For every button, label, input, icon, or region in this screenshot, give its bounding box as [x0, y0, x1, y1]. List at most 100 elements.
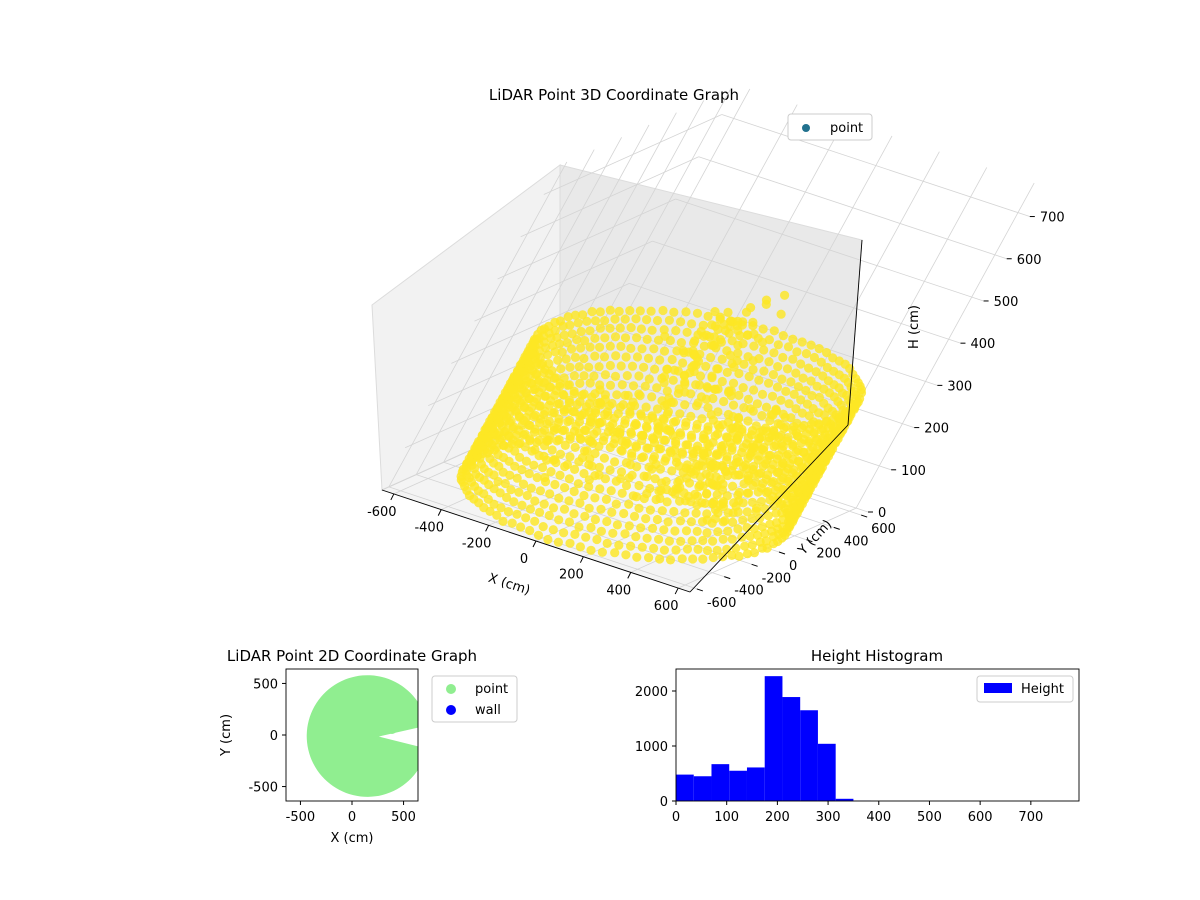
y-tick [696, 588, 704, 592]
data-point-3d [728, 508, 738, 518]
data-point-3d [749, 443, 759, 453]
data-point-3d [550, 479, 560, 490]
data-point-3d [780, 290, 790, 300]
data-point-3d [555, 449, 566, 459]
x-tick [390, 493, 395, 501]
data-point-3d [743, 433, 753, 443]
data-point-3d [526, 483, 536, 493]
data-point-3d [713, 324, 723, 334]
data-point-3d [559, 405, 569, 415]
data-point-3d [752, 399, 763, 409]
data-point-3d [797, 408, 808, 418]
data-point-3d [748, 356, 758, 366]
data-point-3d [663, 517, 673, 527]
data-point-3d [682, 460, 693, 470]
data-point-3d [648, 433, 658, 443]
data-point-3d [754, 433, 764, 444]
data-point-3d [632, 352, 643, 362]
data-point-3d [727, 442, 737, 453]
z-tick-label: 0 [878, 506, 886, 521]
data-point-3d [611, 351, 621, 361]
data-point-3d [537, 428, 547, 438]
x-tick-label-hist: 100 [714, 810, 739, 825]
histogram-bar [746, 767, 765, 801]
data-point-3d [734, 368, 744, 379]
data-point-3d [706, 410, 716, 420]
data-point-3d [580, 336, 590, 346]
data-point-3d [626, 541, 636, 551]
histogram-bar [817, 743, 836, 801]
data-point-3d [711, 450, 721, 460]
data-point-3d [548, 503, 559, 513]
data-point-3d [675, 409, 685, 419]
data-point-3d [797, 337, 807, 347]
x-tick [485, 525, 490, 532]
data-point-3d [532, 437, 542, 447]
y-tick-label-hist: 0 [660, 795, 668, 810]
data-point-3d [692, 526, 702, 537]
chart-height-histogram: Height Histogram 0 100 200 300 400 500 600 7000… [635, 647, 1080, 825]
data-point-3d [561, 354, 571, 364]
data-point-3d [659, 378, 669, 388]
data-point-3d [518, 479, 529, 489]
data-point-3d [686, 517, 697, 527]
data-point-3d [596, 504, 606, 514]
data-point-3d [757, 337, 768, 347]
data-point-3d [687, 319, 697, 329]
data-point-3d [783, 433, 793, 443]
data-point-3d [695, 380, 705, 390]
data-point-3d [559, 504, 570, 514]
data-point-3d [749, 329, 759, 339]
data-point-3d [681, 440, 691, 450]
data-point-3d [669, 506, 679, 517]
data-point-3d [649, 344, 659, 354]
data-point-3d [776, 309, 786, 319]
data-point-3d [655, 554, 665, 564]
data-point-3d [496, 503, 506, 513]
data-point-3d [506, 485, 516, 495]
data-point-3d [768, 370, 779, 380]
data-point-3d [605, 465, 615, 475]
data-point-3d [574, 362, 584, 372]
z-tick-label: 700 [1040, 211, 1065, 226]
data-point-3d [527, 446, 537, 456]
data-point-3d [631, 532, 641, 542]
data-point-3d [626, 427, 636, 437]
data-point-3d [673, 477, 683, 487]
data-point-3d [614, 540, 624, 550]
data-point-3d [569, 371, 580, 381]
data-point-3d [763, 470, 773, 480]
data-point-3d [693, 441, 703, 451]
data-point-3d [547, 340, 558, 351]
data-point-3d [732, 434, 742, 444]
data-point-3d [718, 534, 728, 544]
z-tick-label: 300 [947, 379, 972, 394]
data-point-3d [749, 548, 760, 558]
data-point-3d [599, 453, 610, 463]
data-point-3d [734, 390, 744, 400]
data-point-3d [645, 505, 656, 515]
histogram-bar [693, 776, 712, 801]
plot-area-2d [286, 669, 418, 801]
data-point-3d [610, 457, 620, 467]
data-point-3d [621, 550, 631, 560]
data-point-3d [765, 519, 775, 529]
x-tick-label: 600 [654, 599, 679, 614]
data-point-3d [667, 466, 677, 476]
data-point-3d [751, 506, 761, 516]
data-point-3d [716, 441, 726, 451]
data-point-3d [545, 431, 555, 441]
y-tick-label-2d: 0 [270, 729, 278, 744]
data-point-3d [590, 448, 600, 459]
data-point-3d [589, 371, 599, 381]
data-point-3d [581, 532, 591, 542]
data-point-3d [758, 324, 768, 334]
data-point-3d [796, 359, 806, 369]
data-point-3d [586, 522, 596, 533]
x-tick-label: 400 [606, 583, 631, 598]
data-point-3d [564, 517, 575, 527]
data-point-3d [653, 423, 663, 433]
point-cloud-2d [306, 675, 418, 797]
data-point-3d [605, 421, 615, 432]
